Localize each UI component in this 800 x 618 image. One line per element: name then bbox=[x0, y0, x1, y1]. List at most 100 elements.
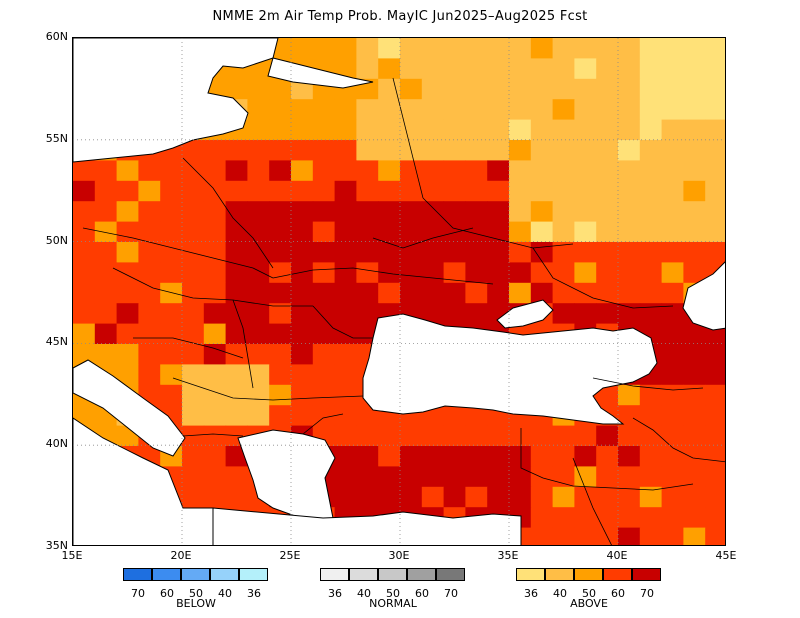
grid-cell bbox=[465, 160, 488, 182]
grid-cell bbox=[530, 507, 554, 529]
grid-cell bbox=[683, 466, 706, 488]
grid-cell bbox=[421, 262, 445, 284]
grid-cell bbox=[639, 221, 663, 243]
grid-cell bbox=[596, 160, 619, 182]
grid-cell bbox=[73, 262, 96, 284]
grid-cell bbox=[596, 201, 619, 223]
grid-cell bbox=[291, 140, 314, 161]
legend-swatch bbox=[181, 568, 210, 581]
grid-cell bbox=[116, 242, 139, 263]
grid-cell bbox=[465, 119, 488, 141]
grid-cell bbox=[487, 446, 510, 467]
grid-cell bbox=[683, 344, 706, 365]
grid-cell bbox=[269, 180, 292, 202]
grid-cell bbox=[639, 119, 663, 141]
sea-of-azov bbox=[496, 299, 554, 329]
grid-cell bbox=[94, 282, 118, 304]
grid-cell bbox=[661, 99, 684, 121]
grid-cell bbox=[291, 405, 314, 427]
grid-cell bbox=[443, 140, 466, 161]
grid-cell bbox=[334, 384, 357, 406]
grid-cell bbox=[247, 201, 270, 223]
grid-cell bbox=[530, 221, 554, 243]
grid-cell bbox=[509, 201, 532, 223]
grid-cell bbox=[465, 242, 488, 263]
grid-cell bbox=[618, 466, 641, 488]
grid-cell bbox=[465, 303, 488, 325]
grid-cell bbox=[334, 119, 357, 141]
grid-cell bbox=[247, 364, 270, 386]
grid-cell bbox=[443, 58, 466, 80]
grid-cell bbox=[552, 140, 575, 161]
grid-cell bbox=[269, 201, 292, 223]
grid-cell bbox=[269, 119, 292, 141]
grid-cell bbox=[378, 242, 401, 263]
grid-cell bbox=[160, 160, 183, 182]
grid-cell bbox=[487, 486, 510, 508]
grid-cell bbox=[138, 201, 161, 223]
grid-cell bbox=[465, 38, 488, 59]
grid-cell bbox=[443, 486, 466, 508]
grid-cell bbox=[683, 99, 706, 121]
grid-cell bbox=[618, 140, 641, 161]
grid-cell bbox=[356, 446, 379, 467]
grid-cell bbox=[138, 303, 161, 325]
grid-cell bbox=[465, 99, 488, 121]
grid-cell bbox=[465, 466, 488, 488]
grid-cell bbox=[116, 262, 139, 284]
grid-cell bbox=[73, 303, 96, 325]
grid-cell bbox=[639, 262, 663, 284]
legend-tick-label: 60 bbox=[415, 587, 429, 600]
grid-cell bbox=[530, 58, 554, 80]
grid-cell bbox=[182, 425, 205, 447]
grid-cell bbox=[509, 160, 532, 182]
grid-cell bbox=[225, 262, 248, 284]
grid-cell bbox=[574, 58, 597, 80]
legend-tick-label: 50 bbox=[189, 587, 203, 600]
grid-cell bbox=[225, 486, 248, 508]
grid-cell bbox=[596, 446, 619, 467]
grid-cell bbox=[203, 262, 227, 284]
grid-cell bbox=[421, 119, 445, 141]
grid-cell bbox=[356, 466, 379, 488]
grid-cell bbox=[378, 466, 401, 488]
grid-cell bbox=[312, 282, 336, 304]
grid-cell bbox=[356, 242, 379, 263]
grid-cell bbox=[683, 405, 706, 427]
grid-cell bbox=[465, 405, 488, 427]
grid-cell bbox=[552, 180, 575, 202]
longitude-label: 20E bbox=[170, 549, 192, 562]
grid-cell bbox=[618, 38, 641, 59]
grid-cell bbox=[94, 221, 118, 243]
grid-cell bbox=[530, 486, 554, 508]
grid-cell bbox=[574, 180, 597, 202]
grid-cell bbox=[596, 180, 619, 202]
grid-cell bbox=[291, 119, 314, 141]
grid-cell bbox=[552, 221, 575, 243]
grid-cell bbox=[356, 303, 379, 325]
grid-cell bbox=[552, 303, 575, 325]
grid-cell bbox=[312, 180, 336, 202]
grid-cell bbox=[596, 99, 619, 121]
grid-cell bbox=[138, 180, 161, 202]
grid-cell bbox=[334, 446, 357, 467]
grid-cell bbox=[465, 201, 488, 223]
grid-cell bbox=[182, 466, 205, 488]
grid-cell bbox=[509, 78, 532, 100]
grid-cell bbox=[160, 384, 183, 406]
grid-cell bbox=[683, 384, 706, 406]
grid-cell bbox=[269, 78, 292, 100]
grid-cell bbox=[661, 425, 684, 447]
grid-cell bbox=[334, 466, 357, 488]
grid-cell bbox=[509, 466, 532, 488]
grid-cell bbox=[618, 507, 641, 529]
grid-cell bbox=[552, 507, 575, 529]
grid-cell bbox=[509, 486, 532, 508]
legend-tick-label: 36 bbox=[328, 587, 342, 600]
grid-cell bbox=[356, 160, 379, 182]
map-title: NMME 2m Air Temp Prob. MayIC Jun2025–Aug… bbox=[212, 9, 588, 24]
grid-cell bbox=[618, 119, 641, 141]
grid-cell bbox=[116, 282, 139, 304]
grid-cell bbox=[465, 486, 488, 508]
grid-cell bbox=[94, 242, 118, 263]
